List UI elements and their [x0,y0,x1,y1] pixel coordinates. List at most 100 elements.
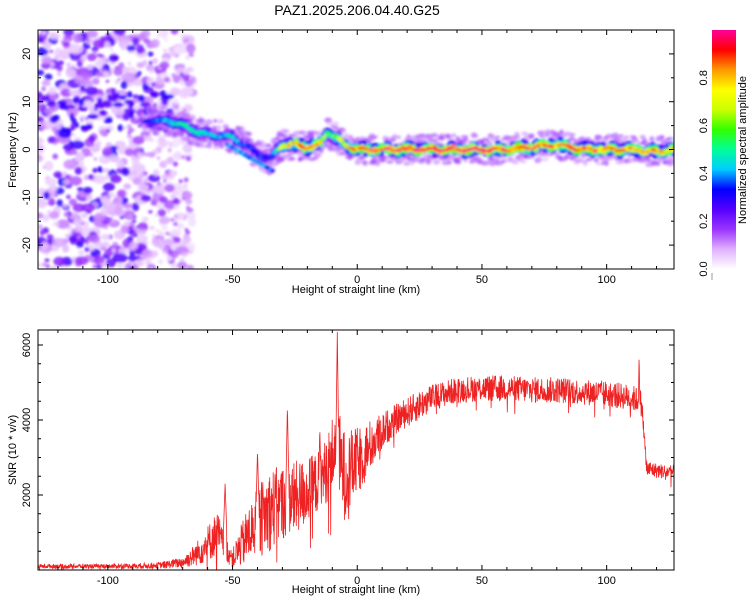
noise-blob [38,103,43,113]
colorbar-tick-label: 0.0 [698,261,710,276]
noise-blob [144,152,150,157]
noise-blob [65,100,73,106]
halo-blob [625,157,633,164]
halo-blob [568,132,577,137]
noise-blob [168,233,174,237]
snr-panel: -100 -50 0 50 100 2000 4000 6000 Height of stra… [7,329,675,596]
noise-blob [131,202,140,212]
x-tick-label: 50 [476,575,488,587]
x-tick-label: -50 [225,274,241,286]
noise-blob [52,237,67,248]
halo-blob [502,158,507,164]
noise-blob [137,124,142,128]
noise-blob [56,71,62,77]
noise-blob [83,186,93,194]
noise-blob [53,256,66,267]
noise-blob [81,203,95,213]
noise-blob [182,191,193,200]
noise-blob [66,104,76,109]
noise-blob [40,30,47,35]
noise-blob [113,30,126,36]
halo-blob [455,160,462,165]
halo-blob [447,160,452,165]
noise-blob [173,98,178,103]
x-tick-label: -50 [225,575,241,587]
snr-frame [37,329,675,571]
halo-blob [144,131,151,137]
noise-blob [102,182,115,192]
x-tick-label: 50 [476,274,488,286]
noise-blob [183,183,188,189]
noise-blob [70,63,76,68]
noise-blob [110,67,115,72]
halo-blob [595,161,601,166]
noise-blob [43,107,54,115]
noise-blob [104,40,111,49]
noise-blob [109,154,118,160]
noise-blob [63,159,78,170]
noise-blob [115,79,119,85]
noise-blob [108,54,119,63]
noise-blob [88,243,95,251]
snr-ylabel: SNR (10 * v/v) [7,415,19,485]
halo-blob [392,134,398,140]
noise-blob [98,155,112,164]
noise-blob [173,236,181,244]
noise-blob [110,88,116,97]
halo-blob [153,128,160,132]
noise-blob [38,93,46,104]
halo-blob [553,152,560,157]
noise-blob [156,32,162,38]
noise-blob [107,36,115,43]
noise-blob [74,226,84,233]
halo-blob [274,136,281,141]
noise-blob [83,174,89,181]
halo-blob [344,136,350,140]
noise-blob [172,198,181,205]
noise-blob [121,167,130,176]
noise-blob [136,152,144,159]
halo-blob [199,144,206,148]
figure-title: PAZ1.2025.206.04.40.G25 [274,2,440,18]
noise-blob [130,116,143,125]
noise-blob [44,258,50,263]
halo-blob [374,160,381,167]
noise-blob [58,60,65,66]
noise-blob [73,218,84,226]
noise-blob [74,122,80,128]
noise-blob [79,98,85,104]
noise-blob [41,80,51,87]
noise-blob [56,219,70,229]
halo-blob [262,168,267,174]
noise-blob [166,208,171,213]
noise-blob [185,43,196,54]
halo-blob [152,131,160,136]
noise-blob [150,92,157,98]
noise-blob [72,33,83,43]
halo-blob [188,116,196,120]
noise-blob [148,151,156,158]
halo-blob [462,137,469,143]
halo-blob [430,133,438,138]
noise-blob [129,265,135,269]
halo-blob [308,134,315,139]
noise-blob [117,35,131,44]
halo-blob [585,157,593,162]
spectrogram-heatmap [38,30,674,269]
halo-blob [633,139,638,143]
halo-blob [316,153,323,158]
noise-blob [95,264,103,269]
noise-blob [93,157,97,161]
noise-blob [92,264,98,269]
noise-blob [162,223,168,228]
noise-blob [182,72,190,82]
noise-blob [92,77,100,85]
x-tick-label: 0 [354,575,360,587]
noise-blob [93,102,106,109]
noise-blob [119,215,125,220]
noise-blob [86,30,98,38]
noise-blob [84,86,98,96]
halo-blob [386,160,394,164]
noise-blob [77,106,89,112]
noise-blob [170,171,176,176]
